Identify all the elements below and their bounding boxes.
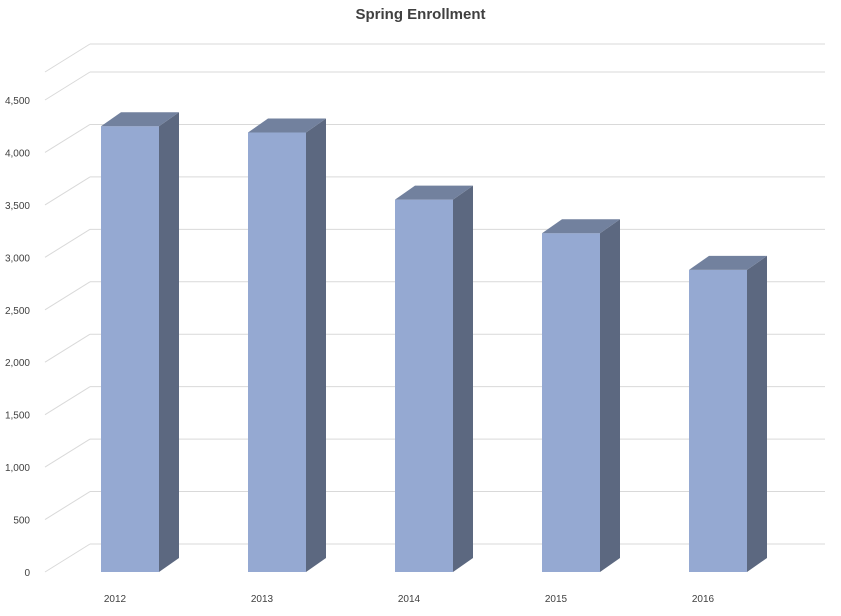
x-tick-label: 2015 (545, 594, 568, 605)
y-axis-ticks: 0 500 1,000 1,500 2,000 2,500 3,000 3,500 4,000 4… (5, 96, 30, 579)
gridline-diagonal (44, 491, 91, 520)
bar-2015 (542, 219, 620, 572)
x-tick-label: 2014 (398, 594, 421, 605)
x-axis-ticks: 2012 2013 2014 2015 2016 (104, 594, 715, 605)
chart-title: Spring Enrollment (355, 6, 486, 23)
y-tick-label: 4,500 (5, 96, 30, 107)
bar-front (542, 233, 600, 572)
gridline-diagonal (44, 543, 91, 573)
bar-top (395, 185, 473, 200)
x-tick-label: 2013 (251, 594, 274, 605)
bar-top (689, 255, 767, 270)
bar-side (306, 118, 326, 572)
bar-side (600, 219, 620, 572)
gridline-diagonal (44, 71, 91, 101)
bar-2013 (248, 118, 326, 572)
gridline-diagonal (44, 333, 91, 363)
bar-top (542, 219, 620, 234)
bar-side (747, 255, 767, 573)
gridline-diagonal (44, 438, 91, 468)
bar-top (101, 112, 179, 127)
y-tick-label: 3,000 (5, 253, 30, 264)
y-tick-label: 4,000 (5, 148, 30, 159)
bar-top (248, 118, 326, 133)
y-tick-label: 1,500 (5, 411, 30, 422)
bars (101, 112, 767, 573)
y-tick-label: 500 (13, 516, 30, 527)
gridline-diagonal (44, 386, 91, 416)
gridline-diagonal (44, 176, 91, 206)
y-tick-label: 2,500 (5, 306, 30, 317)
bar-front (101, 126, 159, 572)
y-tick-label: 1,000 (5, 463, 30, 474)
gridline-diagonal (44, 281, 91, 311)
bar-2012 (101, 112, 179, 572)
gridline-diagonal (44, 124, 91, 153)
x-tick-label: 2012 (104, 594, 127, 605)
bar-side (159, 112, 179, 572)
bar-2016 (689, 255, 767, 573)
gridline-diagonal (44, 228, 91, 258)
y-tick-label: 3,500 (5, 201, 30, 212)
bar-front (248, 132, 306, 572)
y-tick-label: 0 (24, 568, 30, 579)
bar-side (453, 185, 473, 572)
y-tick-label: 2,000 (5, 358, 30, 369)
gridline-diagonal (44, 43, 91, 73)
bar-2014 (395, 185, 473, 572)
bar-front (395, 199, 453, 572)
bar-front (689, 269, 747, 572)
x-tick-label: 2016 (692, 594, 715, 605)
